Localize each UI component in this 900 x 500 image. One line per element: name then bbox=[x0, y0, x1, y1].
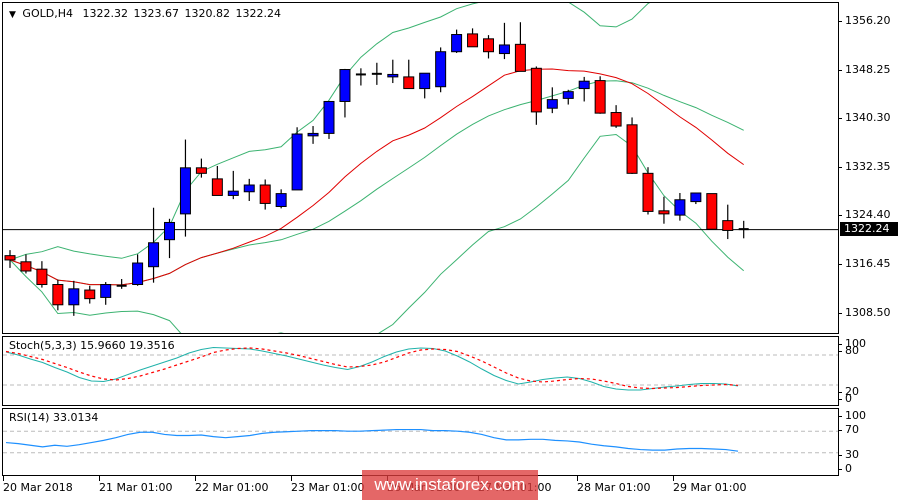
time-label: 21 Mar 01:00 bbox=[99, 481, 173, 494]
rsi-tick: 0 bbox=[838, 462, 852, 475]
stoch-tick: 0 bbox=[838, 392, 852, 405]
time-label: 29 Mar 01:00 bbox=[673, 481, 747, 494]
price-tick: 1348.25 bbox=[838, 63, 891, 76]
watermark: www.instaforex.com bbox=[362, 470, 538, 500]
stochastic-pane[interactable]: Stoch(5,3,3) 15.9660 19.3516 bbox=[2, 336, 839, 406]
time-tick-mark bbox=[673, 476, 674, 481]
price-axis[interactable]: 1356.20 1348.25 1340.30 1332.35 1324.40 … bbox=[838, 2, 900, 334]
candlestick-chart bbox=[3, 3, 838, 333]
price-tick: 1340.30 bbox=[838, 111, 891, 124]
price-tick: 1356.20 bbox=[838, 14, 891, 27]
time-label: 22 Mar 01:00 bbox=[195, 481, 269, 494]
rsi-tick: 70 bbox=[838, 423, 859, 436]
triangle-down-icon[interactable]: ▼ bbox=[9, 10, 16, 20]
time-label: 28 Mar 01:00 bbox=[577, 481, 651, 494]
stochastic-axis: 100 80 20 0 bbox=[838, 336, 900, 406]
rsi-label: RSI(14) 33.0134 bbox=[9, 411, 99, 424]
open-value: 1322.32 bbox=[82, 7, 128, 20]
close-value: 1322.24 bbox=[235, 7, 281, 20]
stoch-tick: 80 bbox=[838, 344, 859, 357]
current-price-tag: 1322.24 bbox=[840, 222, 898, 236]
price-tick: 1324.40 bbox=[838, 208, 891, 221]
low-value: 1320.82 bbox=[184, 7, 230, 20]
price-chart-pane[interactable]: ▼ GOLD,H4 1322.32 1323.67 1320.82 1322.2… bbox=[2, 2, 839, 334]
stoch-tick: 100 bbox=[838, 337, 866, 350]
price-tick: 1316.45 bbox=[838, 257, 891, 270]
rsi-axis: 100 70 30 0 bbox=[838, 408, 900, 476]
high-value: 1323.67 bbox=[133, 7, 179, 20]
time-tick-mark bbox=[99, 476, 100, 481]
time-tick-mark bbox=[577, 476, 578, 481]
symbol-label: GOLD,H4 bbox=[22, 7, 73, 20]
time-tick-mark bbox=[3, 476, 4, 481]
time-label: 20 Mar 2018 bbox=[3, 481, 73, 494]
stochastic-label: Stoch(5,3,3) 15.9660 19.3516 bbox=[9, 339, 175, 352]
time-tick-mark bbox=[195, 476, 196, 481]
rsi-tick: 30 bbox=[838, 448, 859, 461]
stochastic-chart bbox=[3, 346, 838, 391]
stoch-tick: 20 bbox=[838, 385, 859, 398]
rsi-pane[interactable]: RSI(14) 33.0134 bbox=[2, 408, 839, 476]
chart-header: ▼ GOLD,H4 1322.32 1323.67 1320.82 1322.2… bbox=[9, 7, 281, 20]
time-tick-mark bbox=[291, 476, 292, 481]
price-tick: 1308.50 bbox=[838, 306, 891, 319]
time-label: 23 Mar 01:00 bbox=[291, 481, 365, 494]
rsi-chart bbox=[3, 428, 838, 454]
price-tick: 1332.35 bbox=[838, 160, 891, 173]
rsi-tick: 100 bbox=[838, 409, 866, 422]
